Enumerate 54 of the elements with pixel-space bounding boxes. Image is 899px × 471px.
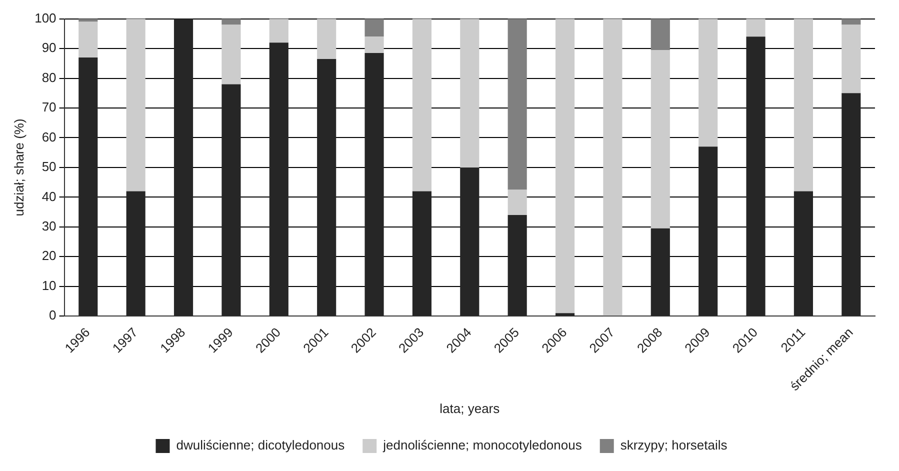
bar [126, 18, 146, 192]
bar [508, 190, 527, 216]
bar [222, 18, 241, 25]
y-tick-label: 50 [42, 159, 56, 174]
bar [555, 18, 575, 314]
bar [269, 42, 288, 316]
bar [842, 24, 861, 94]
bar [746, 36, 766, 316]
bar [126, 191, 146, 316]
y-tick-label: 70 [42, 100, 56, 115]
y-tick-label: 100 [34, 10, 56, 26]
y-tick-label: 40 [42, 188, 56, 204]
bar [364, 36, 384, 53]
bar [794, 191, 814, 316]
bar [603, 18, 622, 316]
bar [650, 228, 670, 316]
bar [508, 18, 527, 190]
legend-label: skrzypy; horsetails [620, 438, 728, 453]
bar [317, 18, 336, 59]
y-tick-label: 20 [42, 248, 56, 264]
bar [78, 22, 98, 58]
bar [364, 52, 384, 316]
bar [364, 18, 384, 37]
bar [794, 18, 814, 192]
bar [174, 18, 194, 316]
x-axis-title: lata; years [440, 400, 500, 416]
bar [78, 18, 98, 22]
bar [698, 18, 718, 147]
y-tick-label: 60 [42, 129, 56, 144]
bar [842, 18, 861, 25]
y-tick-label: 0 [49, 308, 56, 323]
y-tick-label: 10 [42, 278, 56, 293]
bar [412, 191, 432, 316]
bar [460, 18, 480, 168]
y-tick-label: 90 [42, 40, 56, 56]
y-tick-label: 30 [42, 218, 56, 234]
bar [650, 50, 670, 228]
bar [698, 146, 718, 316]
bar [508, 215, 527, 316]
bar [746, 18, 766, 37]
bar [555, 313, 575, 316]
bar [269, 18, 288, 43]
bar [842, 93, 861, 316]
bar [222, 24, 241, 84]
bar [650, 18, 670, 50]
y-axis-title: udział; share (%) [11, 118, 26, 216]
bar [222, 84, 241, 316]
y-tick-label: 80 [42, 70, 56, 85]
bar [460, 167, 480, 316]
legend-label: dwuliścienne; dicotyledonous [176, 438, 346, 453]
legend-label: jednoliścienne; monocotyledonous [382, 438, 582, 453]
bar [78, 57, 98, 316]
bar [317, 58, 336, 316]
bar [412, 18, 432, 192]
